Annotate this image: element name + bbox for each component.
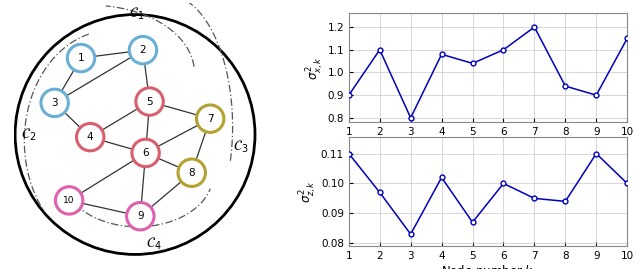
Circle shape xyxy=(132,139,159,167)
Text: 3: 3 xyxy=(51,98,58,108)
Text: $\mathcal{C}_3$: $\mathcal{C}_3$ xyxy=(233,138,248,155)
Text: 9: 9 xyxy=(137,211,143,221)
Circle shape xyxy=(77,123,104,151)
Circle shape xyxy=(41,89,68,116)
Text: 7: 7 xyxy=(207,114,214,124)
Text: 4: 4 xyxy=(87,132,93,142)
X-axis label: Node number $k$: Node number $k$ xyxy=(442,140,534,154)
Y-axis label: $\sigma^2_{x,k}$: $\sigma^2_{x,k}$ xyxy=(305,56,326,80)
Circle shape xyxy=(67,44,95,72)
Circle shape xyxy=(136,88,163,115)
Text: 1: 1 xyxy=(77,53,84,63)
Circle shape xyxy=(127,203,154,230)
Text: 8: 8 xyxy=(188,168,195,178)
X-axis label: Node number $k$: Node number $k$ xyxy=(442,264,534,269)
Text: $\mathcal{C}_2$: $\mathcal{C}_2$ xyxy=(20,126,36,143)
Text: 10: 10 xyxy=(63,196,75,205)
Y-axis label: $\sigma^2_{z,k}$: $\sigma^2_{z,k}$ xyxy=(298,180,319,203)
Text: $\mathcal{C}_4$: $\mathcal{C}_4$ xyxy=(146,236,161,252)
Text: $\mathcal{C}_1$: $\mathcal{C}_1$ xyxy=(129,6,144,22)
Text: 2: 2 xyxy=(140,45,147,55)
Circle shape xyxy=(178,159,205,186)
Circle shape xyxy=(129,36,157,64)
Circle shape xyxy=(56,187,83,214)
Circle shape xyxy=(196,105,224,132)
Text: 5: 5 xyxy=(147,97,153,107)
Text: 6: 6 xyxy=(142,148,149,158)
